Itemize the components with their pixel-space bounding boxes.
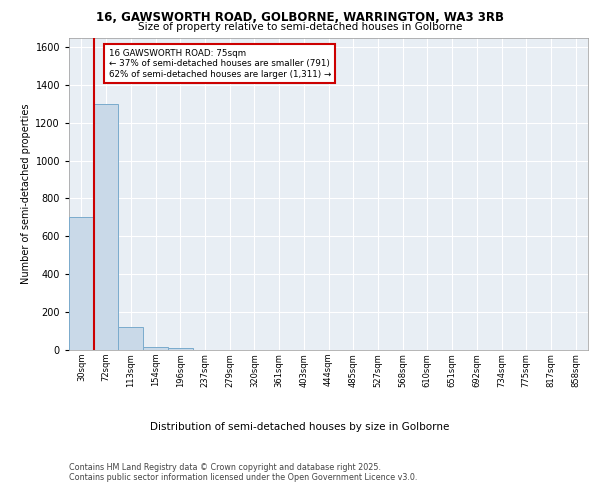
Bar bbox=[69, 218, 94, 350]
Text: 16 GAWSWORTH ROAD: 75sqm
← 37% of semi-detached houses are smaller (791)
62% of : 16 GAWSWORTH ROAD: 75sqm ← 37% of semi-d… bbox=[109, 49, 331, 78]
Bar bbox=[118, 328, 143, 350]
Bar bbox=[143, 347, 168, 350]
Text: 16, GAWSWORTH ROAD, GOLBORNE, WARRINGTON, WA3 3RB: 16, GAWSWORTH ROAD, GOLBORNE, WARRINGTON… bbox=[96, 11, 504, 24]
Text: Distribution of semi-detached houses by size in Golborne: Distribution of semi-detached houses by … bbox=[151, 422, 449, 432]
Text: Contains public sector information licensed under the Open Government Licence v3: Contains public sector information licen… bbox=[69, 472, 418, 482]
Text: Contains HM Land Registry data © Crown copyright and database right 2025.: Contains HM Land Registry data © Crown c… bbox=[69, 462, 381, 471]
Text: Size of property relative to semi-detached houses in Golborne: Size of property relative to semi-detach… bbox=[138, 22, 462, 32]
Bar bbox=[168, 348, 193, 350]
Y-axis label: Number of semi-detached properties: Number of semi-detached properties bbox=[21, 104, 31, 284]
Bar bbox=[94, 104, 118, 350]
